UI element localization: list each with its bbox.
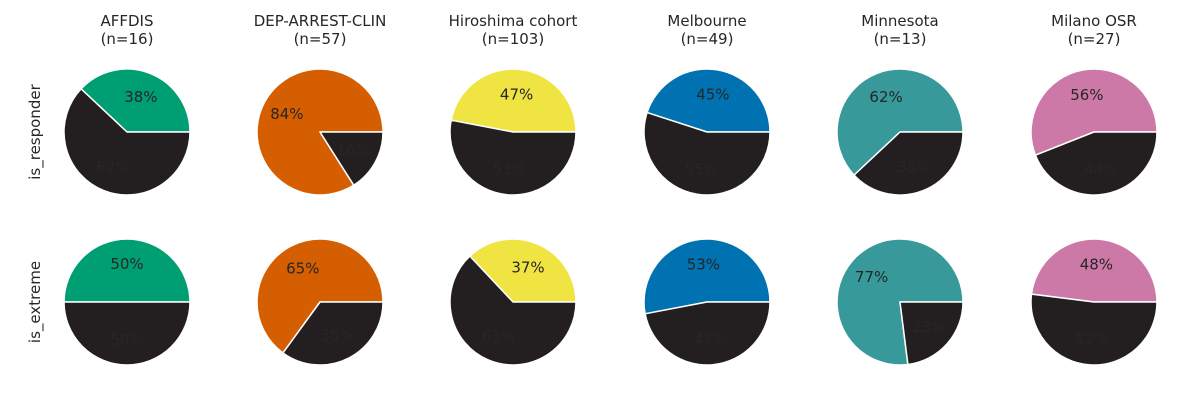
pie-is-responder-hiroshima-cohort: 47% 53% — [450, 69, 576, 195]
column-title-hiroshima: Hiroshima cohort — [449, 12, 578, 30]
pie-label-positive: 37% — [511, 258, 544, 276]
pie-label-positive: 65% — [286, 259, 319, 277]
column-titles: AFFDIS (n=16) DEP-ARREST-CLIN (n=57) Hir… — [100, 12, 1136, 48]
pie-label-negative: 50% — [110, 331, 143, 349]
pie-label-negative: 23% — [912, 318, 945, 336]
pie-is-responder-milano-osr: 56% 44% — [1031, 69, 1157, 195]
pie-label-positive: 53% — [687, 255, 720, 273]
column-title-minnesota: Minnesota — [861, 12, 938, 30]
pie-is-extreme-dep-arrest-clin: 65% 35% — [257, 239, 383, 365]
pie-is-extreme-milano-osr: 48% 52% — [1031, 239, 1157, 365]
pie-is-responder-melbourne: 45% 55% — [644, 69, 770, 195]
pie-is-extreme-hiroshima-cohort: 37% 63% — [450, 239, 576, 365]
pie-slice-negative — [1031, 294, 1157, 365]
pie-label-positive: 50% — [110, 255, 143, 273]
pie-is-responder-dep-arrest-clin: 84% 16% — [257, 69, 383, 195]
row-label-is-extreme: is_extreme — [26, 261, 45, 343]
column-title-milano-osr: Milano OSR — [1051, 12, 1137, 30]
pie-slice-negative — [450, 120, 576, 195]
pie-label-negative: 44% — [1084, 160, 1117, 178]
pie-is-extreme-affdis: 50% 50% — [64, 239, 190, 365]
column-n-melbourne: (n=49) — [681, 30, 734, 48]
pie-is-extreme-melbourne: 53% 47% — [644, 239, 770, 365]
pie-is-responder-minnesota: 62% 38% — [837, 69, 963, 195]
pie-label-negative: 52% — [1075, 331, 1108, 349]
pie-label-positive: 38% — [124, 88, 157, 106]
column-n-minnesota: (n=13) — [874, 30, 927, 48]
pie-label-positive: 47% — [500, 85, 533, 103]
pie-label-negative: 53% — [493, 161, 526, 179]
pie-label-positive: 56% — [1070, 86, 1103, 104]
pie-label-positive: 77% — [855, 268, 888, 286]
pie-label-negative: 35% — [321, 327, 354, 345]
pie-label-positive: 84% — [270, 105, 303, 123]
row-label-is-responder: is_responder — [26, 83, 45, 179]
pie-label-positive: 62% — [869, 88, 902, 106]
column-n-dep-arrest-clin: (n=57) — [294, 30, 347, 48]
pie-label-negative: 62% — [96, 158, 129, 176]
pie-label-negative: 55% — [684, 160, 717, 178]
column-title-dep-arrest-clin: DEP-ARREST-CLIN — [254, 12, 387, 30]
pie-is-responder-affdis: 38% 62% — [64, 69, 190, 195]
column-n-hiroshima: (n=103) — [482, 30, 544, 48]
column-title-affdis: AFFDIS — [100, 12, 153, 30]
pie-label-negative: 38% — [897, 158, 930, 176]
pie-label-negative: 47% — [694, 331, 727, 349]
pie-grid: 38%62%84%16%47%53%45%55%62%38%56%44%50%5… — [64, 69, 1157, 365]
column-n-affdis: (n=16) — [101, 30, 154, 48]
row-labels: is_responder is_extreme — [26, 83, 45, 343]
pie-is-extreme-minnesota: 77% 23% — [837, 239, 963, 365]
column-title-melbourne: Melbourne — [667, 12, 746, 30]
pie-label-negative: 16% — [336, 141, 369, 159]
pie-label-negative: 63% — [481, 328, 514, 346]
pie-label-positive: 45% — [696, 86, 729, 104]
pie-label-positive: 48% — [1080, 255, 1113, 273]
column-n-milano-osr: (n=27) — [1068, 30, 1121, 48]
